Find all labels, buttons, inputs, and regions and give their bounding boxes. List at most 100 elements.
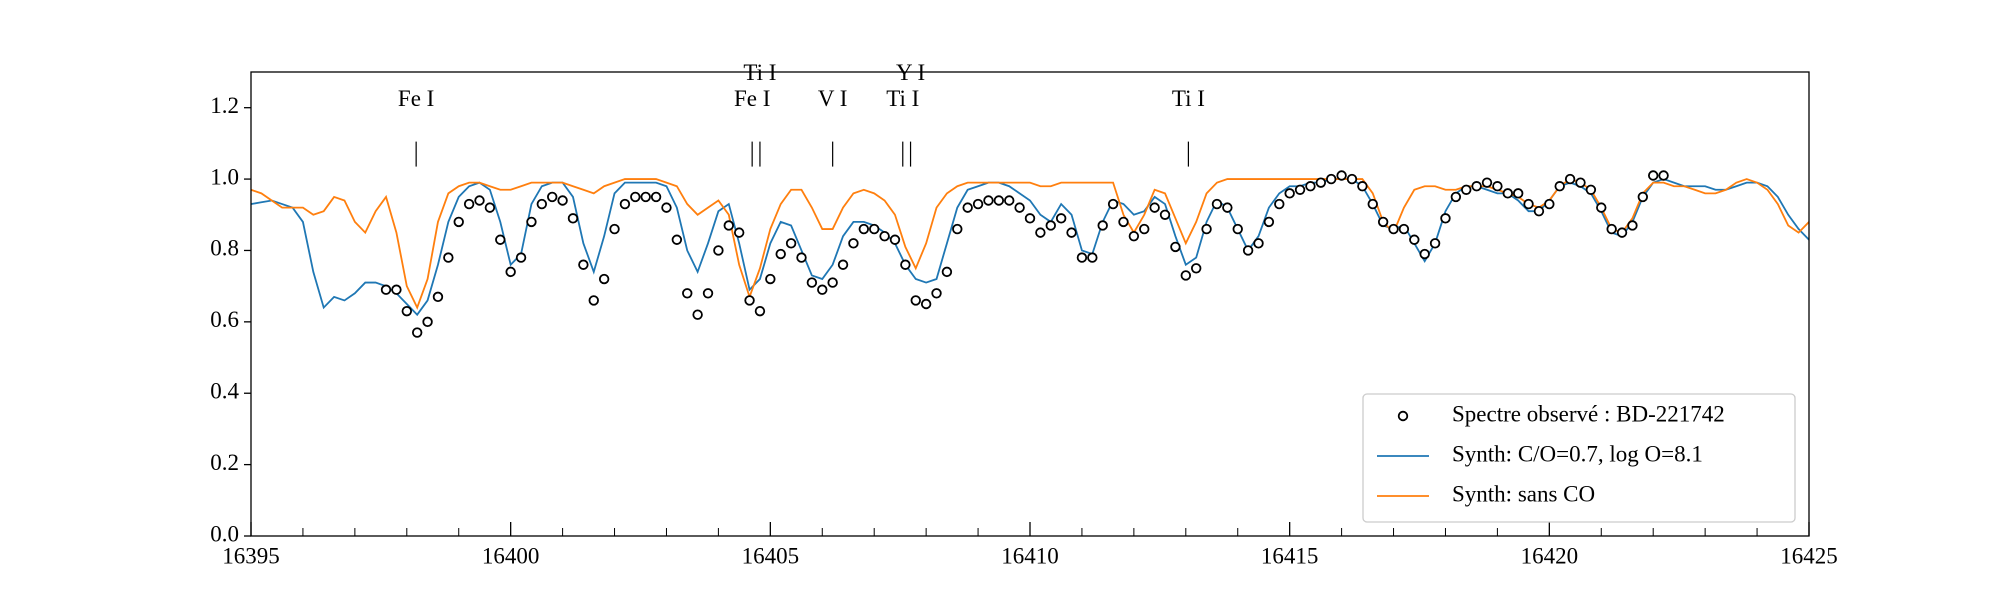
observed-point bbox=[1232, 223, 1243, 235]
observed-point bbox=[567, 213, 579, 224]
observed-point bbox=[702, 288, 714, 299]
observed-point bbox=[1014, 202, 1025, 213]
observed-point bbox=[817, 284, 828, 295]
observed-point bbox=[754, 305, 766, 317]
line-id-label: Y I bbox=[896, 60, 925, 85]
line-id-label: Fe I bbox=[734, 86, 770, 111]
observed-point bbox=[682, 288, 693, 299]
line-id-label: Ti I bbox=[886, 86, 919, 111]
observed-point bbox=[630, 191, 641, 203]
observed-point bbox=[1554, 181, 1565, 192]
observed-point bbox=[1627, 220, 1638, 231]
y-tick-label: 0.4 bbox=[210, 379, 239, 404]
observed-point bbox=[609, 223, 620, 235]
observed-point bbox=[1253, 238, 1264, 249]
observed-point bbox=[910, 295, 921, 306]
observed-point bbox=[1658, 170, 1669, 181]
observed-point bbox=[941, 266, 953, 278]
observed-point bbox=[1585, 184, 1597, 195]
y-tick-label: 0.0 bbox=[210, 521, 239, 546]
observed-point bbox=[526, 216, 537, 228]
observed-point bbox=[453, 216, 464, 228]
observed-point bbox=[1647, 170, 1659, 181]
observed-point bbox=[1533, 205, 1545, 217]
observed-point bbox=[1294, 184, 1306, 195]
observed-point bbox=[422, 316, 433, 328]
observed-point bbox=[931, 288, 942, 299]
observed-point bbox=[692, 309, 703, 320]
observed-point bbox=[1606, 223, 1617, 235]
y-tick-label: 0.8 bbox=[210, 236, 239, 261]
observed-point bbox=[578, 259, 589, 270]
observed-point bbox=[775, 248, 786, 260]
observed-point bbox=[723, 220, 734, 231]
x-tick-label: 16405 bbox=[742, 543, 800, 568]
observed-point bbox=[796, 252, 807, 263]
observed-point bbox=[1180, 270, 1192, 281]
observed-point bbox=[1637, 191, 1649, 203]
observed-point bbox=[1035, 227, 1046, 238]
observed-point bbox=[1024, 213, 1036, 224]
observed-point bbox=[1190, 263, 1202, 274]
observed-point bbox=[1481, 177, 1493, 188]
legend-label: Synth: sans CO bbox=[1452, 481, 1595, 506]
observed-point bbox=[1118, 216, 1129, 228]
observed-point bbox=[1097, 220, 1108, 231]
observed-point bbox=[920, 298, 932, 310]
observed-point bbox=[1461, 184, 1472, 195]
observed-point bbox=[1159, 209, 1171, 220]
observed-point bbox=[598, 273, 610, 285]
observed-point bbox=[495, 234, 506, 245]
x-tick-label: 16415 bbox=[1261, 543, 1319, 568]
observed-point bbox=[650, 191, 662, 203]
observed-point bbox=[1564, 173, 1576, 185]
observed-point bbox=[1398, 223, 1410, 235]
observed-point bbox=[1222, 202, 1233, 213]
legend-box bbox=[1362, 393, 1796, 523]
observed-point bbox=[1087, 252, 1098, 263]
x-tick-label: 16425 bbox=[1780, 543, 1838, 568]
observed-point bbox=[806, 277, 818, 288]
observed-point bbox=[1357, 181, 1368, 192]
observed-point bbox=[1336, 170, 1347, 181]
observed-point bbox=[1450, 191, 1462, 203]
legend-marker bbox=[1397, 410, 1409, 422]
observed-point bbox=[848, 238, 859, 249]
observed-point bbox=[869, 223, 880, 235]
observed-point bbox=[1004, 195, 1015, 206]
observed-point bbox=[547, 191, 558, 203]
observed-point bbox=[1575, 177, 1586, 188]
observed-point bbox=[1346, 173, 1358, 185]
observed-point bbox=[1512, 188, 1524, 199]
observed-point bbox=[1139, 223, 1150, 235]
observed-point bbox=[1471, 181, 1482, 192]
observed-point bbox=[1055, 213, 1067, 224]
observed-point bbox=[474, 195, 485, 206]
observed-point bbox=[1419, 248, 1430, 260]
y-tick-label: 1.2 bbox=[210, 93, 239, 118]
observed-point bbox=[993, 195, 1005, 206]
observed-point bbox=[858, 223, 870, 235]
observed-point bbox=[515, 252, 527, 263]
x-tick-label: 16400 bbox=[482, 543, 540, 568]
spectrum-line bbox=[251, 178, 1809, 310]
observed-point bbox=[411, 327, 423, 338]
y-tick-label: 0.6 bbox=[210, 307, 239, 332]
legend-label: Spectre observé : BD-221742 bbox=[1452, 401, 1725, 426]
observed-point bbox=[1076, 252, 1088, 263]
observed-point bbox=[1502, 188, 1513, 199]
line-id-label: Fe I bbox=[398, 86, 434, 111]
observed-point bbox=[1211, 198, 1223, 210]
observed-point bbox=[1429, 238, 1441, 249]
observed-point bbox=[1128, 230, 1140, 242]
observed-point bbox=[1305, 181, 1316, 192]
observed-point bbox=[744, 295, 755, 306]
observed-point bbox=[733, 227, 745, 238]
observed-point bbox=[889, 234, 901, 245]
observed-point bbox=[1263, 216, 1275, 228]
observed-point bbox=[463, 198, 475, 210]
observed-point bbox=[619, 198, 631, 210]
observed-point bbox=[557, 195, 568, 206]
observed-point bbox=[588, 295, 599, 306]
